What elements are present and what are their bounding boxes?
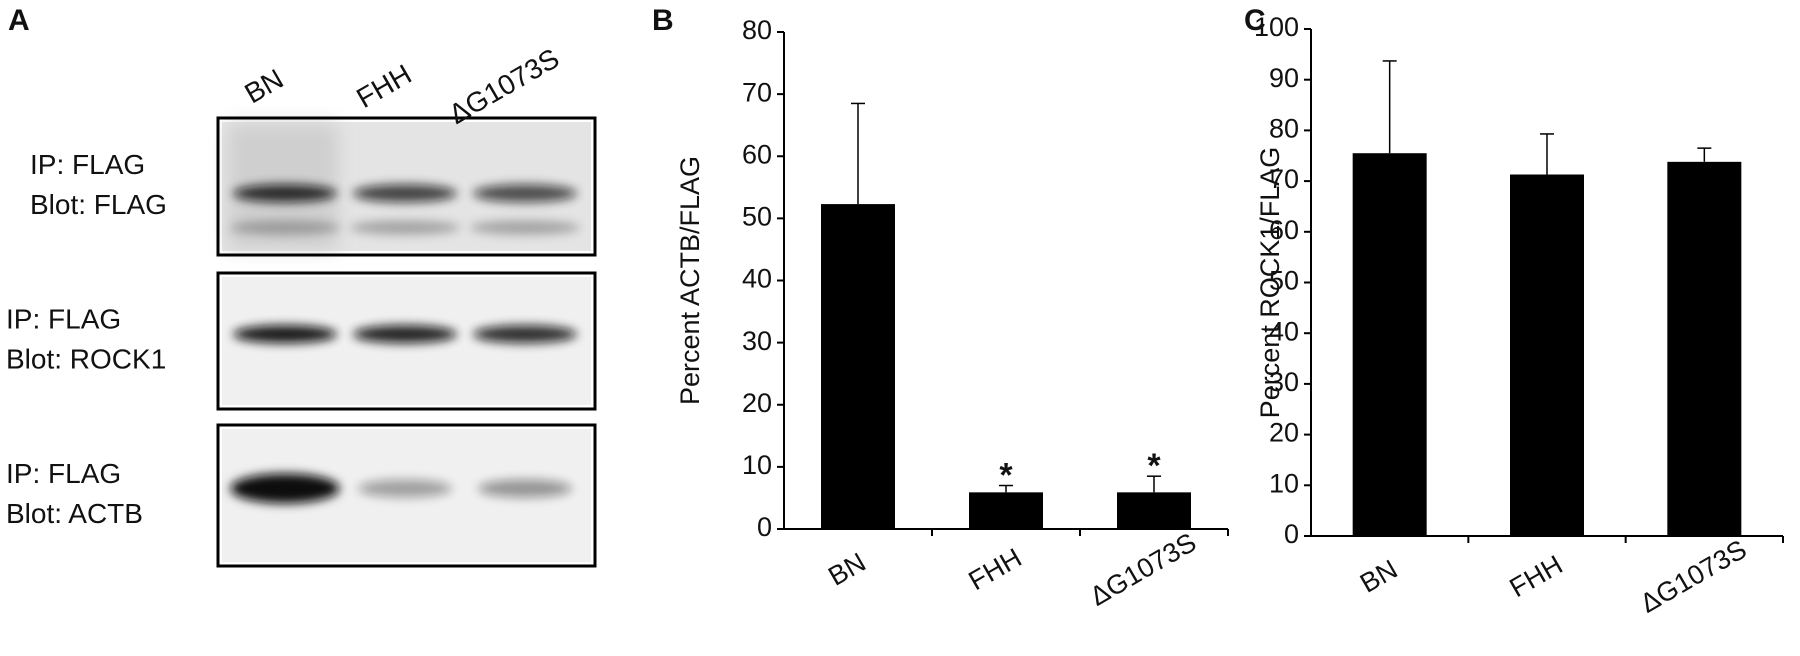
y-tick-label: 50 — [1269, 266, 1299, 296]
y-tick-label: 10 — [1269, 468, 1299, 498]
bar — [821, 204, 895, 529]
bar — [1510, 174, 1584, 536]
blot-row-label: IP: FLAG — [6, 303, 121, 334]
bar — [1352, 153, 1427, 536]
x-tick-label: BN — [823, 547, 870, 592]
y-tick-label: 100 — [1254, 12, 1299, 42]
blot-band — [478, 479, 572, 498]
blot-frame — [216, 423, 597, 568]
error-bar — [851, 102, 865, 205]
blot-band — [353, 184, 457, 203]
blot-frame — [216, 116, 597, 257]
error-bar — [1540, 133, 1554, 175]
bar — [1667, 161, 1742, 537]
y-tick-label: 30 — [742, 326, 772, 356]
blot-row-label: Blot: ROCK1 — [6, 343, 166, 374]
lane-label: BN — [239, 63, 288, 109]
y-tick-label: 40 — [742, 264, 772, 294]
error-bar — [1697, 147, 1712, 162]
x-tick-label: ΔG1073S — [1085, 527, 1201, 612]
error-bar — [1382, 60, 1397, 154]
bar — [1117, 492, 1191, 529]
y-tick-label: 70 — [742, 77, 772, 107]
panel-label: C — [1244, 4, 1266, 37]
x-tick-label: FHH — [1505, 550, 1568, 604]
blot-frame — [216, 271, 597, 411]
blot-band — [358, 479, 452, 498]
blot-band — [473, 184, 577, 203]
x-tick-label: BN — [1355, 554, 1402, 599]
y-tick-label: 30 — [1269, 367, 1299, 397]
significance-marker: * — [999, 456, 1013, 494]
significance-marker: * — [1147, 447, 1161, 485]
blot-band — [230, 220, 340, 235]
y-tick-label: 60 — [1269, 215, 1299, 245]
y-tick-label: 80 — [742, 15, 772, 45]
x-tick-label: ΔG1073S — [1635, 534, 1751, 619]
bar — [969, 492, 1043, 529]
y-tick-label: 20 — [1269, 418, 1299, 448]
error-bar — [999, 484, 1013, 493]
y-tick-label: 0 — [1284, 519, 1299, 549]
y-tick-label: 50 — [742, 202, 772, 232]
y-tick-label: 10 — [742, 450, 772, 480]
y-tick-label: 40 — [1269, 316, 1299, 346]
blot-band — [353, 325, 457, 344]
blot-row-label: IP: FLAG — [30, 149, 145, 180]
y-axis-title: Percent ACTB/FLAG — [675, 156, 705, 405]
blot-band — [233, 184, 337, 203]
panel-label: B — [652, 4, 674, 37]
blot-row-label: Blot: ACTB — [6, 498, 143, 529]
blot-row-label: IP: FLAG — [6, 458, 121, 489]
y-tick-label: 70 — [1269, 164, 1299, 194]
blot-band — [230, 473, 340, 504]
x-tick-label: FHH — [964, 543, 1027, 597]
error-bar — [1147, 475, 1161, 493]
blot-band — [233, 325, 337, 344]
blot-band — [473, 325, 577, 344]
panel-label: A — [8, 4, 30, 37]
blot-band — [350, 220, 460, 235]
lane-label: FHH — [351, 58, 416, 114]
y-tick-label: 60 — [742, 139, 772, 169]
y-tick-label: 80 — [1269, 114, 1299, 144]
y-tick-label: 20 — [742, 388, 772, 418]
y-tick-label: 0 — [757, 512, 772, 542]
blot-band — [470, 220, 580, 235]
blot-row-label: Blot: FLAG — [30, 189, 167, 220]
y-tick-label: 90 — [1269, 63, 1299, 93]
y-axis-title: Percent ROCK1/FLAG — [1255, 147, 1285, 419]
